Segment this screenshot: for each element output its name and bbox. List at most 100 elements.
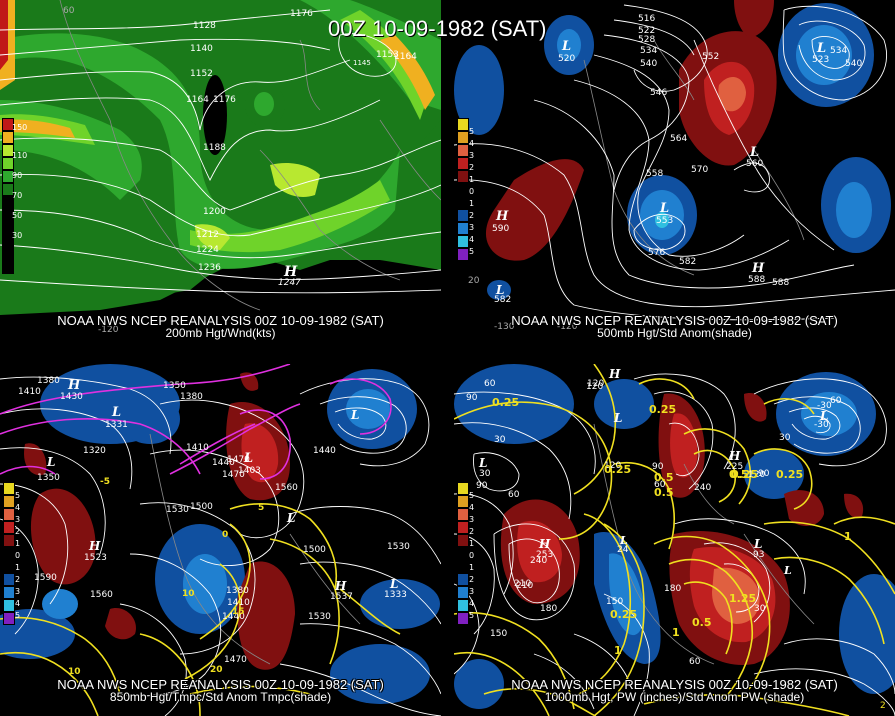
contour-label: 1590: [34, 573, 57, 583]
legend-label: 3: [15, 515, 21, 524]
contour-label: 1320: [83, 446, 106, 456]
contour-label: 1164: [394, 52, 417, 62]
caption-850mb: NOAA NWS NCEP REANALYSIS 00Z 10-09-1982 …: [57, 677, 384, 704]
low-center-value: 30: [479, 469, 491, 479]
contour-label: 1153: [376, 50, 399, 60]
contour-label: 1140: [190, 44, 213, 54]
low-center: L: [561, 39, 571, 54]
contour-label: 1128: [193, 21, 216, 31]
low-center: L: [753, 537, 762, 551]
contour-label: 90: [758, 469, 770, 479]
low-center: L: [46, 455, 55, 469]
contour-label: 90: [466, 393, 478, 403]
pw-label: 0.25: [604, 463, 631, 476]
legend-label: 4: [469, 503, 475, 512]
contour-label: 60: [508, 490, 520, 500]
high-center-value: 225: [726, 462, 743, 472]
contour-label: 1440: [313, 446, 336, 456]
legend-label: 0: [15, 551, 21, 560]
contour-label: 1530: [308, 612, 331, 622]
contour-label: 1176: [290, 9, 313, 19]
legend-label: 1: [15, 539, 21, 548]
low-center: L: [819, 409, 828, 423]
legend-label: 5: [15, 611, 21, 620]
contour-label: 1470: [222, 470, 245, 480]
contour-label: 1145: [353, 59, 371, 67]
main-title: 00Z 10-09-1982 (SAT): [328, 16, 547, 41]
contour-label: 1188: [203, 143, 226, 153]
contour-label: 120: [748, 470, 765, 480]
low-center: L: [389, 577, 398, 591]
contour-label: 1500: [303, 545, 326, 555]
legend-label: 0: [469, 187, 475, 196]
legend-label: 150: [12, 123, 28, 132]
contour-label: 1470: [224, 655, 247, 665]
contour-label: 120: [587, 379, 604, 389]
contour-label: 60: [830, 396, 842, 406]
contour-label: 1200: [203, 207, 226, 217]
contour-label: 1224: [196, 245, 219, 255]
contour-label: 210: [514, 579, 531, 589]
high-center: H: [495, 209, 509, 224]
legend-label: 0: [469, 551, 475, 560]
contour-label: 30: [494, 435, 506, 445]
contour-label: 540: [845, 59, 862, 69]
contour-label: 588: [772, 278, 789, 288]
low-center-value: -30: [814, 420, 829, 430]
low-center-value: 553: [656, 216, 673, 226]
contour-label: 150: [490, 629, 507, 639]
contour-label: 1440: [222, 612, 245, 622]
pw-label: 0.25: [610, 608, 637, 621]
contour-label: 1212: [196, 230, 219, 240]
pw-label: 1: [844, 530, 852, 543]
legend-label: 4: [15, 503, 21, 512]
legend-label: 110: [12, 151, 28, 160]
contour-label: 516: [638, 14, 655, 24]
lon-label: 2: [880, 701, 886, 711]
pw-label: 0.25: [731, 468, 758, 481]
legend-1000mb: [457, 482, 469, 625]
contour-label: 1560: [90, 590, 113, 600]
contour-label: 60: [689, 657, 701, 667]
contour-label: 240: [530, 556, 547, 566]
lon-label: -120: [98, 325, 119, 335]
contour-label: 30: [779, 433, 791, 443]
lon-label: 20: [468, 276, 480, 286]
contour-label: 1380: [37, 376, 60, 386]
contour-label: 1236: [198, 263, 221, 273]
low-center: L: [783, 564, 792, 577]
caption-500mb: NOAA NWS NCEP REANALYSIS 00Z 10-09-1982 …: [511, 313, 838, 340]
low-center: L: [619, 534, 628, 547]
low-center-value: 1331: [105, 420, 128, 430]
contour-label: 546: [650, 88, 667, 98]
panel-500mb: 516 522 528 534 540 546 552 558 564 570 …: [454, 0, 895, 352]
contour-label: 180: [664, 584, 681, 594]
high-center: H: [334, 579, 347, 593]
legend-label: 3: [15, 587, 21, 596]
contour-label: 534: [830, 46, 847, 56]
low-center: L: [613, 411, 622, 425]
isotherm-label: 10: [68, 667, 81, 677]
contour-label: 1380: [180, 392, 203, 402]
isotherm-label: 15: [232, 607, 245, 617]
contour-label: 534: [640, 46, 657, 56]
low-center-value: 93: [753, 550, 764, 560]
contour-label: 528: [638, 35, 655, 45]
contour-label: 30: [754, 604, 766, 614]
contour-label: 60: [484, 379, 496, 389]
isotherm-label: 20: [210, 665, 223, 675]
low-center: L: [243, 451, 253, 466]
pw-label: 0.25: [776, 468, 803, 481]
low-center-value: 520: [558, 54, 575, 64]
contour-label: 1410: [18, 387, 41, 397]
contour-label: 1152: [190, 69, 213, 79]
contour-label: 1440: [212, 458, 235, 468]
legend-label: 2: [469, 163, 475, 172]
contour-label: 522: [638, 26, 655, 36]
legend-label: 3: [469, 515, 475, 524]
isotherm-label: -5: [100, 477, 110, 487]
map-500mb: 516 522 528 534 540 546 552 558 564 570 …: [454, 0, 895, 352]
contour-label: 570: [691, 165, 708, 175]
contour-label: 540: [640, 59, 657, 69]
pw-label: 1.25: [729, 592, 756, 605]
